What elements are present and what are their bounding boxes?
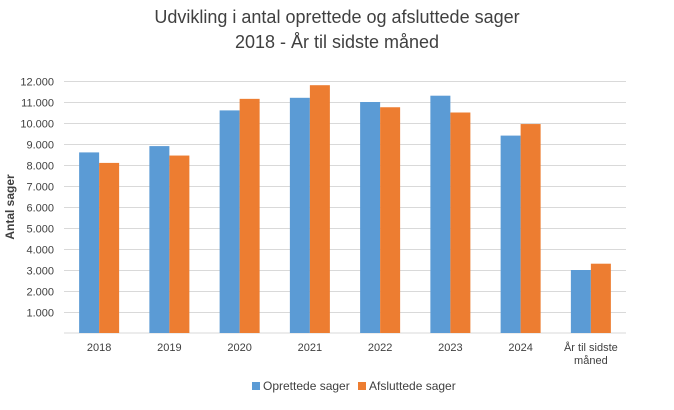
y-tick-label: 3.000 [26,266,54,278]
y-tick-label: 5.000 [26,224,54,236]
y-axis-label: Antal sager [3,174,17,240]
bar-oprettede [289,97,310,333]
bar-afsluttede [239,98,260,333]
y-axis-title: Antal sager [3,174,17,240]
x-tick-label: 2018 [87,342,111,354]
bar-oprettede [79,152,100,333]
bar-oprettede [360,102,381,333]
x-tick-label: 2023 [438,342,462,354]
bar-afsluttede [380,107,401,333]
y-tick-label: 6.000 [26,203,54,215]
x-tick-label: 2024 [508,342,532,354]
legend-entry: Oprettede sager [263,379,350,393]
y-tick-label: 10.000 [20,119,54,131]
legend-entry: Afsluttede sager [369,379,456,393]
y-tick-label: 7.000 [26,182,54,194]
bar-oprettede [430,95,451,333]
y-tick-label: 11.000 [21,98,54,110]
x-tick-label: År til sidste måned [564,341,618,367]
y-tick-label: 4.000 [26,245,54,257]
y-axis-ticks: 1.000 2.000 3.000 4.000 5.000 6.000 7.000 8.000… [20,77,54,320]
bar-afsluttede [450,112,471,333]
chart-title-line: 2018 - År til sidste måned [235,32,439,52]
bar-afsluttede [169,155,190,333]
bar-afsluttede [590,263,611,333]
chart-title-line: Udvikling i antal oprettede og afslutted… [154,7,519,27]
y-tick-label: 1.000 [26,308,54,320]
bar-oprettede [570,270,591,333]
x-tick-label: 2019 [157,342,181,354]
bar-oprettede [219,110,240,334]
bar-afsluttede [309,85,330,333]
x-tick-label: 2020 [227,342,251,354]
bars [79,85,611,334]
x-tick-label: 2021 [298,342,322,354]
x-axis-ticks: 2018 2019 2020 2021 2022 2023 2024 År til sidst… [87,341,618,367]
y-tick-label: 8.000 [26,161,54,173]
legend-swatch [252,382,260,390]
y-tick-label: 12.000 [20,77,54,89]
y-tick-label: 2.000 [26,287,54,299]
x-tick-label: 2022 [368,342,392,354]
y-tick-label: 9.000 [26,140,54,152]
legend-swatch [358,382,366,390]
bar-afsluttede [520,124,541,333]
bar-afsluttede [99,162,120,333]
bar-oprettede [500,135,521,333]
legend: Oprettede sager Afsluttede sager [252,379,456,393]
bar-oprettede [149,146,170,333]
gridlines [64,81,626,334]
chart-title: Udvikling i antal oprettede og afslutted… [154,7,519,52]
